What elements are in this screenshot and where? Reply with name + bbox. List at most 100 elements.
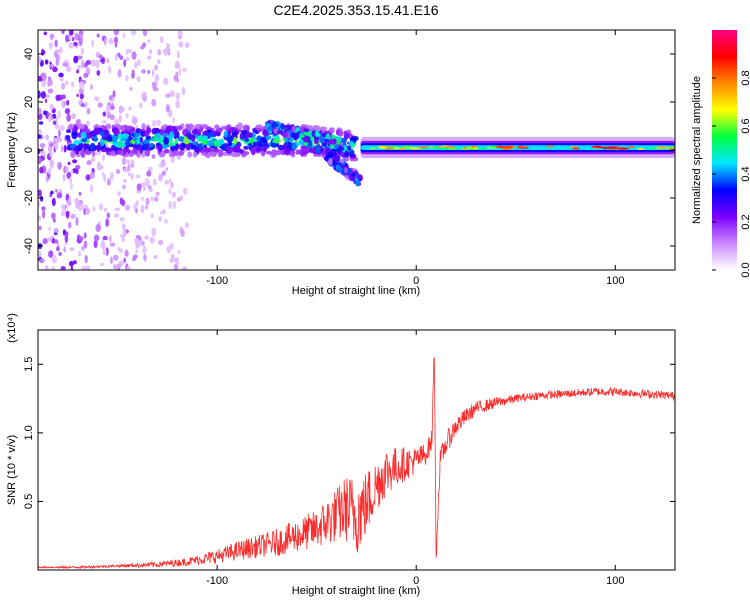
spectrogram-cell	[168, 201, 172, 210]
spectrogram-cell	[61, 94, 66, 100]
spectrogram-cell	[51, 255, 57, 264]
x-tick-label: -100	[206, 575, 228, 587]
spectrogram-cell	[76, 93, 79, 98]
spectrogram-cell	[202, 130, 208, 136]
spectrogram-cell	[38, 90, 41, 99]
spectrogram-cell	[147, 69, 151, 75]
spectrogram-cell	[54, 123, 60, 130]
spectrogram-cell	[56, 136, 62, 143]
spectrogram-cell	[59, 46, 63, 54]
spectrogram-cell	[617, 147, 630, 150]
spectrogram-cell	[291, 144, 296, 150]
spectrogram-cell	[54, 49, 60, 54]
spectrogram-cell	[105, 218, 110, 227]
x-tick-label: -100	[206, 275, 228, 287]
spectrogram-cell	[113, 30, 120, 36]
spectrogram-cell	[45, 175, 49, 183]
spectrogram-cell	[136, 138, 140, 145]
spectrogram-cell	[125, 74, 129, 82]
spectrogram-cell	[130, 172, 134, 181]
spectrogram-cell	[315, 145, 321, 154]
spectrogram-cell	[315, 132, 321, 137]
spectrogram-cell	[136, 59, 141, 66]
spectrogram-cell	[122, 147, 127, 156]
spectrogram-cell	[191, 129, 198, 135]
spectrogram-cell	[351, 172, 356, 177]
spectrogram-cell	[154, 64, 159, 71]
spectrogram-cell	[219, 148, 224, 157]
spectrogram-cell	[150, 213, 154, 219]
spectrogram-cell	[168, 178, 172, 183]
spectrogram-cell	[432, 146, 441, 149]
spectrogram-y-ticks: -40 -20 0 20 40	[23, 48, 675, 254]
spectrogram-cell	[169, 90, 175, 98]
colorbar-tick-label: 0.0	[740, 262, 750, 277]
spectrogram-cell	[168, 187, 172, 195]
spectrogram-cell	[115, 169, 121, 174]
spectrogram-cell	[49, 103, 54, 111]
spectrogram-cell	[53, 227, 59, 234]
spectrogram-cell	[152, 129, 159, 134]
spectrogram-cell	[110, 150, 116, 156]
spectrogram-cell	[83, 204, 89, 209]
colorbar: 0.0 0.2 0.4 0.6 0.8 Normalized spectral ampl…	[691, 30, 750, 278]
spectrogram-cell	[75, 119, 81, 125]
spectrogram-cell	[223, 130, 229, 138]
spectrogram-cell	[54, 39, 58, 48]
spectrogram-cell	[124, 249, 129, 257]
spectrogram-cell	[75, 168, 79, 175]
spectrogram-cell	[49, 151, 53, 158]
spectrogram-cell	[44, 98, 48, 103]
colorbar-ticks: 0.0 0.2 0.4 0.6 0.8	[712, 70, 750, 278]
spectrogram-cell	[61, 30, 65, 35]
spectrogram-cell	[215, 131, 221, 137]
spectrogram-cell	[335, 164, 340, 170]
spectrogram-cell	[65, 210, 70, 219]
spectrogram-cell	[75, 201, 79, 209]
spectrogram-cell	[41, 48, 44, 56]
spectrogram-cell	[164, 148, 170, 154]
spectrogram-cell	[418, 146, 429, 149]
spectrogram-cell	[471, 145, 478, 148]
spectrogram-cell	[172, 200, 177, 209]
spectrogram-cell	[181, 86, 186, 96]
spectrogram-cell	[151, 98, 157, 107]
spectrogram-cell	[224, 146, 229, 151]
spectrogram-cell	[61, 100, 65, 109]
spectrogram-cell	[328, 127, 335, 134]
spectrogram-cell	[57, 110, 61, 119]
spectrogram-cell	[113, 254, 119, 261]
spectrogram-cell	[125, 125, 133, 130]
spectrogram-cell	[136, 76, 141, 83]
spectrogram-cell	[151, 227, 157, 237]
spectrogram-cell	[157, 49, 162, 56]
spectrogram-cell	[242, 124, 250, 131]
spectrogram-cell	[165, 167, 168, 172]
spectrogram-cell	[244, 151, 250, 156]
spectrogram-cell	[96, 70, 101, 76]
spectrogram-cell	[149, 49, 152, 55]
spectrogram-cell	[206, 132, 214, 138]
spectrogram-cell	[49, 160, 54, 170]
spectrogram-cell	[102, 235, 108, 241]
spectrogram-cell	[126, 159, 130, 164]
y-tick-label: 1.5	[23, 357, 35, 372]
spectrogram-cell	[38, 250, 42, 258]
spectrogram-cell	[108, 37, 114, 45]
spectrogram-cell	[207, 139, 215, 147]
spectrogram-cell	[172, 257, 179, 263]
spectrogram-cell	[171, 191, 177, 198]
spectrogram-cell	[158, 239, 164, 246]
spectrogram-cell	[273, 127, 279, 135]
spectrogram-cell	[64, 108, 71, 115]
spectrogram-cell	[145, 30, 149, 33]
spectrogram-cell	[155, 132, 162, 140]
spectrogram-cell	[157, 59, 161, 64]
spectrogram-cell	[75, 217, 79, 226]
spectrogram-cell	[129, 87, 133, 91]
spectrogram-cell	[58, 129, 61, 138]
spectrogram-cell	[159, 210, 165, 215]
spectrogram-cell	[145, 135, 151, 140]
spectrogram-cell	[155, 119, 161, 126]
spectrogram-cell	[240, 129, 247, 134]
